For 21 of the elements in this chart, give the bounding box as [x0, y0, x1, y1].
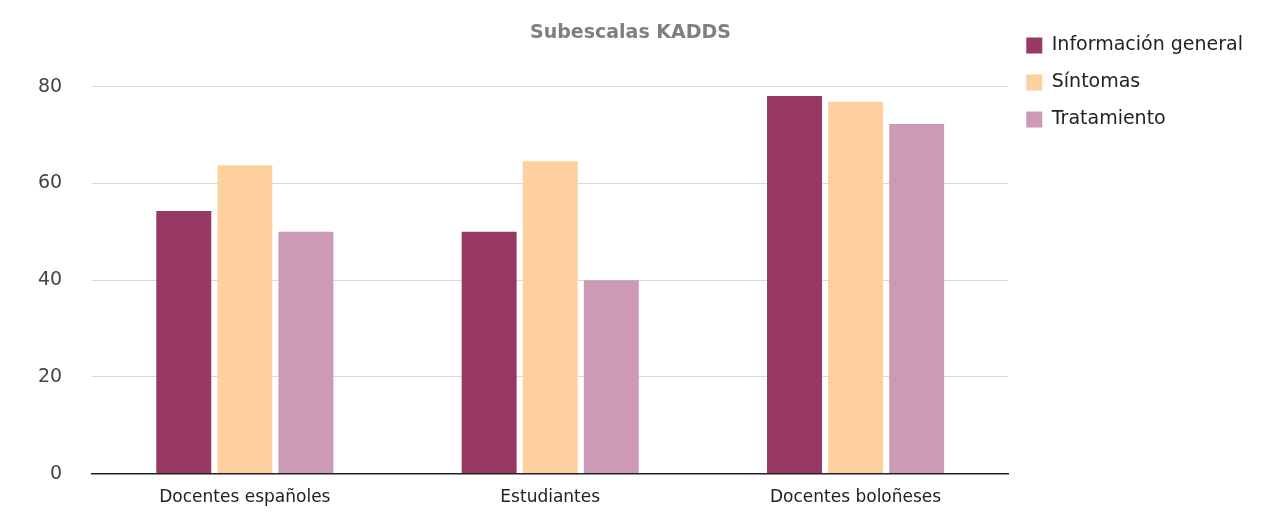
y-tick-label: 40 — [37, 267, 63, 290]
y-tick-label: 60 — [37, 170, 63, 193]
bar — [156, 211, 212, 474]
bar — [278, 231, 334, 474]
y-tick-label: 20 — [37, 363, 63, 386]
x-tick-label: Estudiantes — [500, 486, 601, 507]
y-tick-label: 0 — [50, 460, 63, 483]
legend-label: Síntomas — [1051, 69, 1141, 92]
x-tick-label: Docentes boloñeses — [769, 486, 942, 507]
bar — [583, 280, 639, 474]
bar — [461, 231, 517, 474]
bar — [522, 161, 578, 474]
y-tick-label: 80 — [37, 73, 63, 96]
bar — [767, 95, 822, 474]
chart-title: Subescalas KADDS — [529, 20, 732, 43]
legend-label: Tratamiento — [1050, 106, 1166, 129]
x-tick-label: Docentes españoles — [159, 486, 331, 507]
legend-label: Información general — [1051, 32, 1243, 55]
bar — [828, 101, 884, 474]
bar — [217, 165, 273, 474]
bar — [889, 124, 945, 474]
